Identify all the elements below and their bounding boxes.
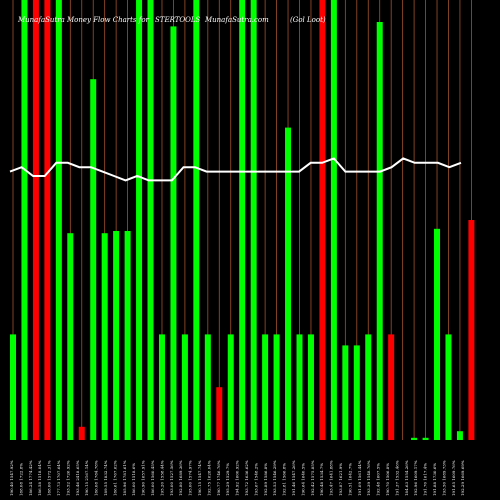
x-tick-label: 193.00 1527.56% (169, 460, 174, 496)
x-tick-label: 185.96 1781.61% (122, 460, 127, 496)
bar (158, 334, 165, 440)
x-tick-label: 186.58 1518.04% (37, 460, 42, 496)
x-tick-label: 195.00 1574.97% (188, 460, 193, 496)
x-tick-label: 193.87 1621.9% (338, 463, 343, 496)
bar (285, 127, 292, 440)
title-company: (Gol Loot) (290, 16, 326, 24)
title-left: MunafaSutra Money Flow Charts for (17, 16, 150, 24)
bar (136, 0, 143, 440)
x-tick-label: 193.52 1726.92% (65, 460, 70, 496)
bar (67, 233, 74, 440)
bar (227, 334, 234, 440)
x-tick-label: 193.67 1548.2% (253, 463, 258, 496)
x-tick-label: 186.08 1784.78% (94, 460, 99, 496)
bar (21, 0, 28, 440)
x-tick-label: 186.00 1560.45% (150, 460, 155, 496)
price-line (9, 157, 462, 182)
x-tick-label: 193.53 1546.29% (272, 460, 277, 496)
bar (10, 334, 16, 440)
x-tick-label: 191.88 1730.6% (432, 463, 437, 496)
x-tick-label: 190.40 1547.92% (9, 460, 14, 496)
bar (342, 345, 349, 440)
bar (90, 79, 97, 440)
x-tick-label: 192.75 1628.04% (206, 460, 211, 496)
x-tick-label: 188.00 1572.31% (47, 460, 52, 496)
bar (411, 437, 418, 440)
bar (319, 0, 326, 440)
bar (273, 334, 280, 440)
x-tick-label: 177.73 1707.64% (56, 460, 61, 496)
bar (456, 431, 463, 440)
bar (78, 426, 85, 440)
bar (32, 0, 39, 440)
bar (113, 231, 120, 440)
x-tick-label: 192.42 1575.85% (310, 460, 315, 496)
x-tick-label: 190.51 1642.7% (347, 463, 352, 496)
bar-series (10, 0, 475, 441)
bar (239, 0, 246, 440)
bar (296, 334, 303, 440)
x-tick-label: 188.08 1722.8% (18, 463, 23, 496)
x-tick-label: 191.37 1532.46% (394, 460, 399, 496)
bar (353, 345, 360, 440)
x-tick-label: 190.77 1746.76% (216, 460, 221, 496)
x-tick-label: 189.55 1832.74% (103, 460, 108, 496)
bar (101, 233, 108, 440)
x-tick-label: 190.15 2167.14% (84, 460, 89, 496)
bar (307, 334, 314, 440)
bar (55, 0, 62, 440)
bar (204, 334, 211, 440)
x-tick-label: 195.29 1529.7% (225, 463, 230, 496)
bar (181, 334, 188, 440)
x-tick-label: 192.81 1566.8% (282, 463, 287, 496)
bar (193, 0, 200, 440)
bar (376, 22, 383, 440)
x-tick-label: 190.90 1657.91% (141, 460, 146, 496)
x-tick-label: 191.70 1617.4% (423, 463, 428, 496)
title-site: MunafaSutra.com (204, 16, 269, 24)
bar (216, 387, 223, 440)
bar (434, 228, 441, 440)
bar (147, 0, 154, 440)
x-tick-label: 195.20 1558.44% (159, 460, 164, 496)
bar (262, 334, 269, 440)
x-tick-label: 191.09 1561.44% (357, 460, 362, 496)
title-symbol: STERTOOLS (155, 16, 201, 24)
price-line-layer (9, 157, 462, 182)
x-tick-label: 192.89 1586.8% (263, 463, 268, 496)
bar (330, 0, 337, 440)
x-tick-label: 192.48 1607.5% (376, 463, 381, 496)
x-tick-label: 192.29 1669.69% (460, 460, 465, 496)
x-tick-label: 191.65 1609.76% (451, 460, 456, 496)
x-tick-label: 190.15 1547.74% (197, 460, 202, 496)
x-tick-label: 194.92 1600.92% (235, 460, 240, 496)
x-tick-label: 186.00 1518.6% (131, 463, 136, 496)
x-tick-label: 186.24 1774.42% (28, 460, 33, 496)
x-tick-label: 184.63 1554.26% (404, 460, 409, 496)
x-tick-label: 191.46 1547.26% (291, 460, 296, 496)
x-tick-label: 190.70 1506.8% (385, 463, 390, 496)
bar (422, 437, 429, 440)
chart-title: MunafaSutra Money Flow Charts for STERTO… (17, 16, 326, 24)
x-tick-label: 190.64 1640.5% (300, 463, 305, 496)
x-tick-label: 193.72 1636.62% (244, 460, 249, 496)
bar (365, 334, 372, 440)
x-tick-label: 193.46 2418.65% (75, 460, 80, 496)
bar (170, 26, 177, 441)
x-tick-label: 193.50 1689.73% (441, 460, 446, 496)
bar (124, 231, 131, 440)
bar (44, 0, 51, 440)
x-tick-label: 186.61 1767.62% (112, 460, 117, 496)
bar (250, 0, 257, 440)
bar (468, 220, 475, 440)
bar (445, 334, 452, 440)
bar (388, 334, 395, 440)
x-tick-label: 192.96 1609.17% (413, 460, 418, 496)
x-tick-label: 190.48 1534.7% (319, 463, 324, 496)
x-tick-label: 193.39 1548.76% (366, 460, 371, 496)
x-tick-label: 193.47 1641.88% (329, 460, 334, 496)
x-tick-labels: 190.40 1547.92% 188.08 1722.8% 186.24 1774… (9, 460, 465, 496)
x-tick-label: 192.80 1689.36% (178, 460, 183, 496)
